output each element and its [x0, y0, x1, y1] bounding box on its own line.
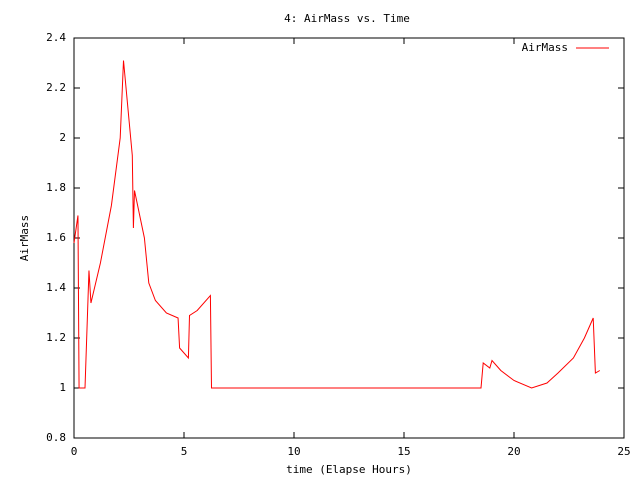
- y-tick-label: 1.4: [46, 281, 66, 294]
- y-tick-label: 1: [59, 381, 66, 394]
- y-tick-label: 1.8: [46, 181, 66, 194]
- legend-label: AirMass: [522, 41, 568, 54]
- y-axis-label: AirMass: [18, 215, 31, 261]
- x-tick-label: 5: [181, 445, 188, 458]
- x-axis-label: time (Elapse Hours): [286, 463, 412, 476]
- y-tick-label: 2.2: [46, 81, 66, 94]
- y-tick-label: 1.6: [46, 231, 66, 244]
- y-tick-label: 1.2: [46, 331, 66, 344]
- y-tick-label: 2: [59, 131, 66, 144]
- data-line: [73, 60, 601, 389]
- x-tick-label: 0: [71, 445, 78, 458]
- y-tick-label: 0.8: [46, 431, 66, 444]
- x-tick-label: 25: [617, 445, 630, 458]
- x-tick-label: 20: [507, 445, 520, 458]
- x-tick-label: 10: [287, 445, 300, 458]
- x-tick-label: 15: [397, 445, 410, 458]
- chart-title: 4: AirMass vs. Time: [284, 12, 410, 25]
- y-tick-label: 2.4: [46, 31, 66, 44]
